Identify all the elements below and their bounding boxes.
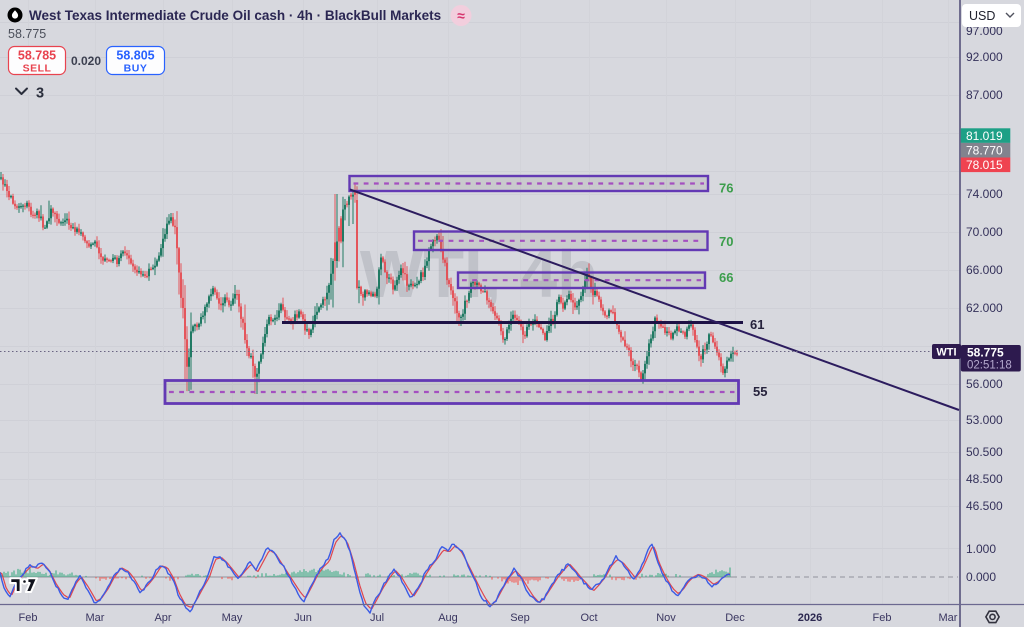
svg-text:3: 3 — [36, 86, 44, 102]
svg-text:61: 61 — [750, 317, 764, 332]
svg-text:Mar: Mar — [86, 612, 105, 624]
svg-text:58.775: 58.775 — [8, 27, 46, 41]
svg-text:May: May — [222, 612, 243, 624]
svg-text:97.000: 97.000 — [966, 24, 1003, 38]
svg-text:58.805: 58.805 — [116, 49, 154, 63]
svg-text:Jul: Jul — [370, 612, 384, 624]
svg-text:2026: 2026 — [798, 612, 822, 624]
svg-text:Feb: Feb — [873, 612, 892, 624]
svg-text:78.770: 78.770 — [966, 143, 1003, 157]
svg-text:87.000: 87.000 — [966, 88, 1003, 102]
svg-text:66.000: 66.000 — [966, 263, 1003, 277]
svg-text:70: 70 — [719, 234, 733, 249]
svg-text:58.785: 58.785 — [18, 49, 56, 63]
svg-text:Jun: Jun — [294, 612, 312, 624]
svg-text:76: 76 — [719, 181, 733, 196]
svg-text:62.000: 62.000 — [966, 301, 1003, 315]
svg-text:53.000: 53.000 — [966, 413, 1003, 427]
svg-text:1.000: 1.000 — [966, 542, 996, 556]
svg-text:USD: USD — [969, 9, 995, 23]
svg-text:WTI: WTI — [936, 347, 956, 359]
svg-text:0.020: 0.020 — [71, 54, 101, 68]
svg-text:92.000: 92.000 — [966, 50, 1003, 64]
svg-text:48.500: 48.500 — [966, 472, 1003, 486]
svg-text:Nov: Nov — [656, 612, 676, 624]
svg-text:Sep: Sep — [510, 612, 530, 624]
svg-text:70.000: 70.000 — [966, 225, 1003, 239]
svg-text:78.015: 78.015 — [966, 158, 1003, 172]
svg-text:Mar: Mar — [939, 612, 958, 624]
svg-text:West Texas Intermediate Crude: West Texas Intermediate Crude Oil cash ·… — [29, 8, 441, 23]
svg-text:02:51:18: 02:51:18 — [967, 359, 1012, 371]
svg-text:55: 55 — [753, 384, 767, 399]
svg-text:0.000: 0.000 — [966, 570, 996, 584]
svg-text:Feb: Feb — [19, 612, 38, 624]
svg-text:74.000: 74.000 — [966, 187, 1003, 201]
svg-text:BUY: BUY — [124, 63, 148, 75]
svg-text:≈: ≈ — [457, 8, 465, 24]
svg-text:Oct: Oct — [580, 612, 597, 624]
svg-text:58.775: 58.775 — [967, 345, 1004, 359]
svg-text:Aug: Aug — [438, 612, 458, 624]
svg-text:50.500: 50.500 — [966, 445, 1003, 459]
svg-text:81.019: 81.019 — [966, 129, 1003, 143]
svg-text:66: 66 — [719, 270, 733, 285]
svg-text:46.500: 46.500 — [966, 499, 1003, 513]
svg-text:SELL: SELL — [23, 63, 52, 75]
svg-text:Dec: Dec — [725, 612, 745, 624]
svg-text:Apr: Apr — [154, 612, 171, 624]
svg-text:56.000: 56.000 — [966, 377, 1003, 391]
